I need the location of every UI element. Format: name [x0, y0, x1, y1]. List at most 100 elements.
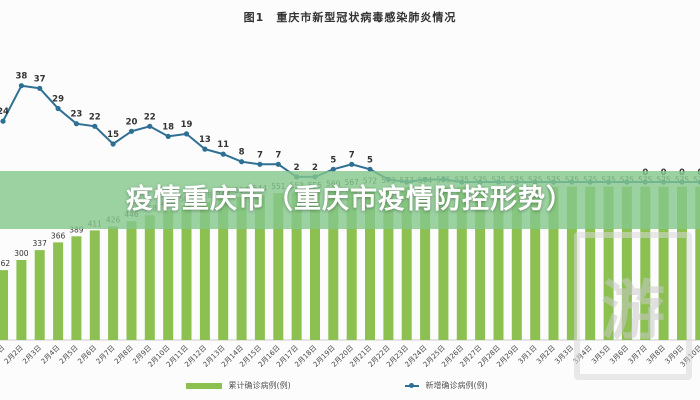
- line-point-new: [367, 166, 373, 172]
- x-tick-label: 2月6日: [76, 344, 98, 366]
- line-point-new: [73, 121, 79, 127]
- bar-value-label: 337: [33, 239, 48, 248]
- bar-cumulative: [273, 193, 284, 340]
- bar-cumulative: [383, 187, 394, 340]
- line-value-label: 2: [312, 163, 318, 173]
- bar-cumulative: [695, 186, 700, 340]
- watermark-glyph: 游: [601, 275, 665, 349]
- line-point-new: [37, 85, 43, 91]
- bar-cumulative: [585, 186, 596, 340]
- line-point-new: [239, 159, 245, 165]
- bar-cumulative: [677, 186, 687, 340]
- line-value-label: 5: [367, 155, 373, 165]
- bar-cumulative: [144, 215, 155, 340]
- line-point-new: [257, 161, 263, 167]
- legend-swatch-bar: [186, 382, 222, 389]
- x-tick-label: 2月8日: [113, 344, 135, 366]
- legend-label-new: 新增确诊病例(例): [425, 381, 488, 390]
- line-value-label: 20: [126, 117, 138, 127]
- bar-cumulative: [181, 205, 192, 340]
- legend-item-cumulative: 累计确诊病例(例): [186, 380, 291, 391]
- bar-cumulative: [126, 221, 137, 340]
- x-tick-label: 2月5日: [58, 344, 80, 366]
- bar-cumulative: [108, 226, 119, 340]
- bar-value-label: 389: [69, 225, 84, 234]
- line-value-label: 7: [275, 150, 281, 160]
- line-point-new: [110, 141, 116, 147]
- line-value-label: 22: [144, 112, 156, 122]
- title-banner: 疫情重庆市（重庆市疫情防控形势）: [0, 171, 700, 229]
- line-value-label: 18: [162, 122, 174, 132]
- line-point-new: [220, 151, 226, 157]
- bar-cumulative: [236, 196, 247, 340]
- line-value-label: 29: [52, 95, 64, 105]
- bar-cumulative: [34, 250, 45, 340]
- bar-cumulative: [310, 192, 320, 340]
- bar-cumulative: [401, 187, 412, 340]
- line-value-label: 37: [34, 74, 46, 84]
- bar-cumulative: [548, 186, 559, 340]
- banner-title: 疫情重庆市（重庆市疫情防控形势）: [126, 184, 574, 215]
- bar-cumulative: [291, 192, 302, 340]
- bar-cumulative: [346, 188, 357, 340]
- x-tick-label: 2月3日: [21, 344, 43, 366]
- bar-cumulative: [566, 186, 577, 340]
- bar-cumulative: [328, 190, 339, 340]
- line-point-new: [92, 123, 98, 129]
- line-point-new: [330, 166, 336, 172]
- bar-cumulative: [603, 186, 614, 340]
- bar-cumulative: [218, 198, 229, 340]
- line-value-label: 5: [330, 155, 336, 165]
- line-point-new: [0, 118, 6, 124]
- line-point-new: [128, 128, 135, 134]
- bar-cumulative: [199, 201, 210, 340]
- watermark-logo: 游: [574, 232, 692, 380]
- bar-cumulative: [420, 186, 431, 340]
- bar-cumulative: [658, 186, 669, 340]
- bar-cumulative: [71, 236, 82, 340]
- bar-value-label: 300: [14, 249, 29, 258]
- bar-cumulative: [254, 194, 265, 340]
- x-tick-label: 2月2日: [3, 344, 25, 366]
- line-value-label: 19: [181, 120, 193, 130]
- line-point-new: [202, 146, 208, 152]
- bar-value-label: 366: [51, 231, 66, 240]
- line-value-label: 15: [107, 130, 119, 140]
- line-point-new: [55, 105, 61, 112]
- line-point-new: [275, 161, 281, 167]
- line-value-label: 22: [89, 112, 101, 122]
- line-value-label: 38: [15, 72, 27, 82]
- bar-cumulative: [511, 186, 522, 340]
- bar-cumulative: [438, 186, 449, 340]
- x-tick-label: 2月4日: [40, 344, 62, 366]
- line-value-label: 11: [217, 140, 229, 150]
- bar-cumulative: [493, 186, 504, 340]
- bar-cumulative: [456, 186, 467, 340]
- bar-cumulative: [0, 270, 8, 340]
- bar-cumulative: [53, 242, 64, 340]
- x-tick-label: 3月3日: [553, 344, 575, 366]
- chart-title: 图1 重庆市新型冠状病毒感染肺炎情况: [243, 11, 457, 24]
- line-value-label: 7: [257, 150, 263, 160]
- bar-cumulative: [16, 260, 27, 340]
- line-value-label: 23: [70, 110, 82, 120]
- x-tick-label: 3月1日: [517, 344, 539, 366]
- bar-cumulative: [640, 186, 651, 340]
- line-value-label: 24: [0, 107, 9, 117]
- bar-cumulative: [89, 230, 100, 340]
- line-point-new: [349, 161, 355, 167]
- x-tick-label: 3月2日: [535, 344, 557, 366]
- bar-cumulative: [621, 186, 632, 340]
- line-value-label: 8: [239, 148, 245, 158]
- line-point-new: [147, 123, 153, 129]
- bar-cumulative: [365, 187, 375, 340]
- legend-label-cumulative: 累计确诊病例(例): [228, 381, 291, 390]
- line-value-label: 7: [349, 150, 355, 160]
- x-tick-label: 2月7日: [95, 344, 117, 366]
- line-point-new: [183, 131, 190, 137]
- line-value-label: 2: [294, 163, 300, 173]
- line-point-new: [165, 133, 171, 139]
- bar-value-label: 262: [0, 259, 10, 268]
- line-value-label: 13: [199, 135, 211, 145]
